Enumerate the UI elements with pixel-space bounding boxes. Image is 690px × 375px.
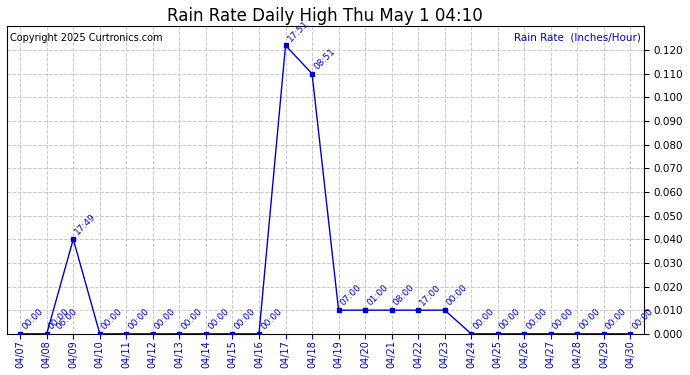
Text: Rain Rate  (Inches/Hour): Rain Rate (Inches/Hour) <box>513 33 640 43</box>
Text: 00:00: 00:00 <box>524 307 549 332</box>
Text: 00:00: 00:00 <box>497 307 522 332</box>
Text: 17:49: 17:49 <box>73 212 98 237</box>
Text: 08:51: 08:51 <box>312 46 337 71</box>
Text: 00:00: 00:00 <box>206 307 230 332</box>
Text: 00:00: 00:00 <box>604 307 629 332</box>
Text: 00:00: 00:00 <box>551 307 575 332</box>
Text: 00:00: 00:00 <box>153 307 177 332</box>
Text: 00:00: 00:00 <box>233 307 257 332</box>
Text: 00:00: 00:00 <box>126 307 151 332</box>
Text: 00:00: 00:00 <box>445 283 469 308</box>
Text: 08:00: 08:00 <box>392 283 416 308</box>
Text: 00:00: 00:00 <box>179 307 204 332</box>
Text: 17:51: 17:51 <box>286 18 310 43</box>
Title: Rain Rate Daily High Thu May 1 04:10: Rain Rate Daily High Thu May 1 04:10 <box>168 7 483 25</box>
Text: 00:00: 00:00 <box>578 307 602 332</box>
Text: 00:00: 00:00 <box>471 307 496 332</box>
Text: 00:00: 00:00 <box>259 307 284 332</box>
Text: 17:00: 17:00 <box>418 283 443 308</box>
Text: 00:00: 00:00 <box>20 307 45 332</box>
Text: Copyright 2025 Curtronics.com: Copyright 2025 Curtronics.com <box>10 33 163 43</box>
Text: 06:00: 06:00 <box>55 307 79 332</box>
Text: 00:00: 00:00 <box>47 307 71 332</box>
Text: 00:00: 00:00 <box>100 307 124 332</box>
Text: 07:00: 07:00 <box>339 283 363 308</box>
Text: 00:00: 00:00 <box>631 307 655 332</box>
Text: 01:00: 01:00 <box>365 283 390 308</box>
